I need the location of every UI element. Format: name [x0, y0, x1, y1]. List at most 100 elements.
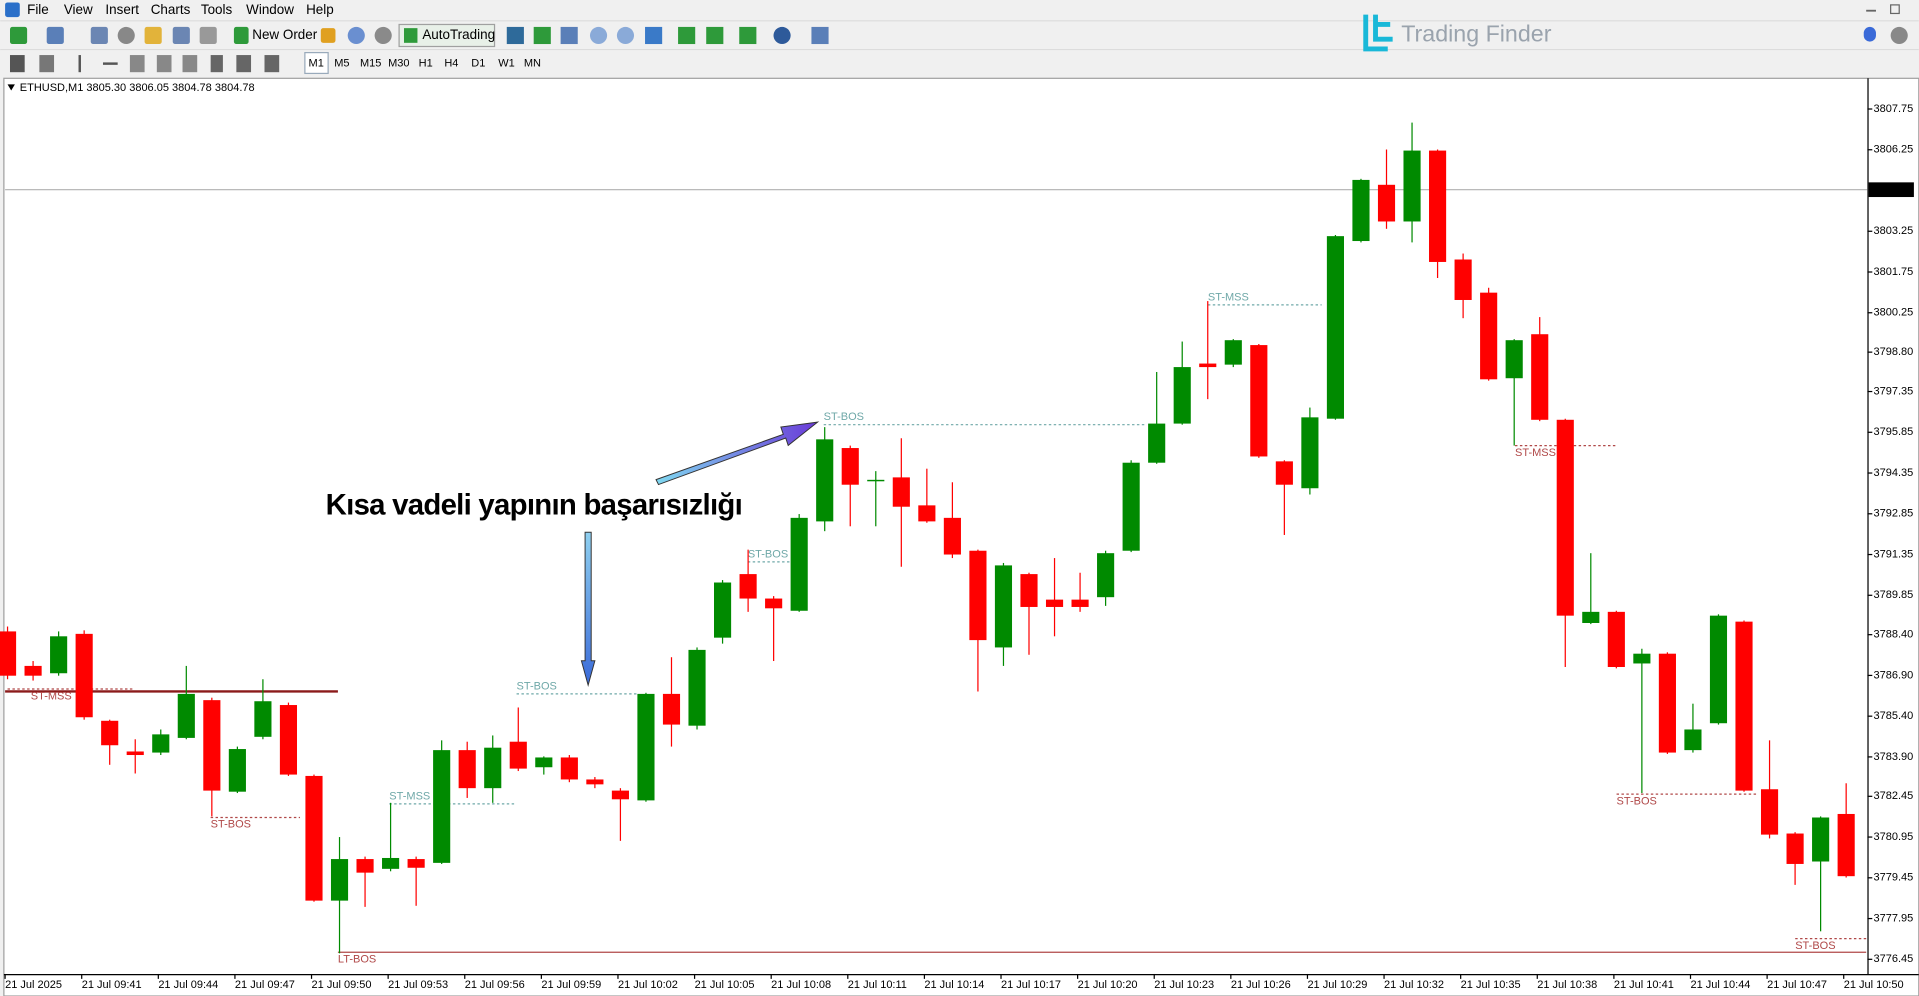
timeframe-button[interactable]: W1 — [498, 58, 514, 70]
icon[interactable] — [706, 26, 724, 45]
candle-body — [765, 598, 783, 609]
icon[interactable] — [739, 26, 757, 45]
menu-item[interactable]: Charts — [151, 2, 191, 17]
icon[interactable] — [39, 55, 55, 73]
brand-logo: Trading Finder — [1363, 14, 1552, 52]
menu-item[interactable]: Window — [246, 2, 294, 17]
icon[interactable] — [1890, 26, 1908, 45]
chart-header: ETHUSD,M1 3805.30 3806.05 3804.78 3804.7… — [20, 82, 255, 94]
icon[interactable] — [102, 62, 118, 65]
y-tick-label: 3792.85 — [1874, 508, 1914, 520]
candle-body — [254, 701, 272, 737]
x-tick-label: 21 Jul 10:02 — [618, 979, 678, 991]
minimize[interactable] — [1866, 9, 1876, 12]
icon[interactable] — [156, 55, 172, 73]
toolbar-icons — [9, 23, 1908, 73]
x-tick-label: 21 Jul 09:41 — [82, 979, 142, 991]
icon[interactable] — [773, 26, 791, 45]
menu-item[interactable]: Tools — [201, 2, 233, 17]
icon[interactable] — [233, 26, 249, 45]
annotation-arrow — [655, 421, 820, 486]
icon[interactable] — [616, 26, 635, 45]
candle-body — [382, 857, 400, 869]
restore[interactable] — [1890, 4, 1900, 15]
y-tick-label: 3785.40 — [1874, 710, 1914, 722]
y-tick-label: 3807.75 — [1874, 103, 1914, 115]
icon[interactable] — [264, 55, 280, 73]
level-label: ST-MSS — [1208, 291, 1249, 303]
candle-body — [1301, 417, 1319, 489]
new-order-button[interactable]: New Order — [252, 27, 317, 42]
candle-body — [1071, 599, 1089, 607]
x-tick-label: 21 Jul 10:32 — [1384, 979, 1444, 991]
timeframe-button[interactable]: M30 — [388, 58, 409, 70]
candle-body — [1454, 259, 1472, 300]
candle-body — [433, 750, 451, 863]
candle-body — [1097, 553, 1115, 598]
timeframe-button[interactable]: M5 — [334, 58, 349, 70]
y-tick-label: 3786.90 — [1874, 669, 1914, 681]
x-tick-label: 21 Jul 10:38 — [1537, 979, 1597, 991]
y-tick-label: 3782.45 — [1874, 790, 1914, 802]
icon[interactable] — [172, 26, 190, 45]
icon[interactable] — [811, 26, 829, 45]
icon[interactable] — [374, 26, 392, 45]
candle-body — [458, 750, 476, 789]
timeframe-button[interactable]: M15 — [360, 58, 381, 70]
x-tick-label: 21 Jul 10:29 — [1307, 979, 1367, 991]
icon[interactable] — [117, 26, 135, 45]
autotrading-button[interactable] — [398, 23, 496, 48]
timeframe-button[interactable]: D1 — [471, 58, 485, 70]
candle-body — [713, 582, 732, 638]
icon[interactable] — [210, 55, 223, 73]
candle-body — [1607, 611, 1625, 667]
candle-body — [918, 505, 936, 522]
candle-body — [407, 859, 425, 868]
autotrading-label[interactable]: AutoTrading — [422, 27, 495, 42]
timeframe-button[interactable]: H4 — [444, 58, 458, 70]
x-tick-label: 21 Jul 09:50 — [312, 979, 372, 991]
icon[interactable] — [46, 26, 64, 45]
menu-item[interactable]: View — [64, 2, 93, 17]
icon[interactable] — [589, 26, 608, 45]
icon[interactable] — [347, 26, 365, 45]
candle-body — [1582, 611, 1600, 623]
candle-body — [177, 693, 195, 738]
icon[interactable] — [9, 55, 25, 73]
icon[interactable] — [144, 26, 162, 45]
candle-body — [1505, 340, 1523, 379]
candle-body — [0, 631, 17, 676]
chart-window — [3, 77, 1919, 996]
candle-body — [1199, 363, 1217, 368]
x-tick-label: 21 Jul 10:20 — [1078, 979, 1138, 991]
icon[interactable] — [9, 26, 28, 45]
annotation-arrow — [580, 531, 596, 688]
timeframe-button[interactable]: M1 — [309, 58, 324, 70]
x-tick-label: 21 Jul 10:05 — [695, 979, 755, 991]
search-icon[interactable] — [1863, 26, 1876, 42]
icon[interactable] — [320, 28, 336, 43]
icon[interactable] — [678, 26, 696, 45]
timeframe-button[interactable]: H1 — [419, 58, 433, 70]
icon[interactable] — [533, 26, 551, 45]
icon[interactable] — [199, 26, 217, 45]
candle-body — [1684, 729, 1702, 751]
icon[interactable] — [236, 55, 252, 73]
y-tick-label: 3780.95 — [1874, 831, 1914, 843]
timeframe-button[interactable]: MN — [524, 58, 541, 70]
icon[interactable] — [78, 55, 81, 73]
menu-item[interactable]: Help — [306, 2, 334, 17]
icon[interactable] — [645, 26, 663, 45]
toolbar: New Order AutoTrading M1 M5 M15 M30 H1 H4 D1 W1 MN — [252, 27, 541, 75]
candle-body — [867, 479, 885, 482]
candle-body — [1480, 292, 1498, 380]
icon[interactable] — [560, 26, 578, 45]
y-tick-label: 3798.80 — [1874, 346, 1914, 358]
icon[interactable] — [182, 55, 198, 73]
menu-item[interactable]: File — [27, 2, 49, 17]
icon[interactable] — [90, 26, 108, 45]
icon[interactable] — [506, 26, 524, 45]
menu-item[interactable]: Insert — [105, 2, 139, 17]
y-tick-label: 3806.25 — [1874, 144, 1914, 156]
icon[interactable] — [129, 55, 145, 73]
